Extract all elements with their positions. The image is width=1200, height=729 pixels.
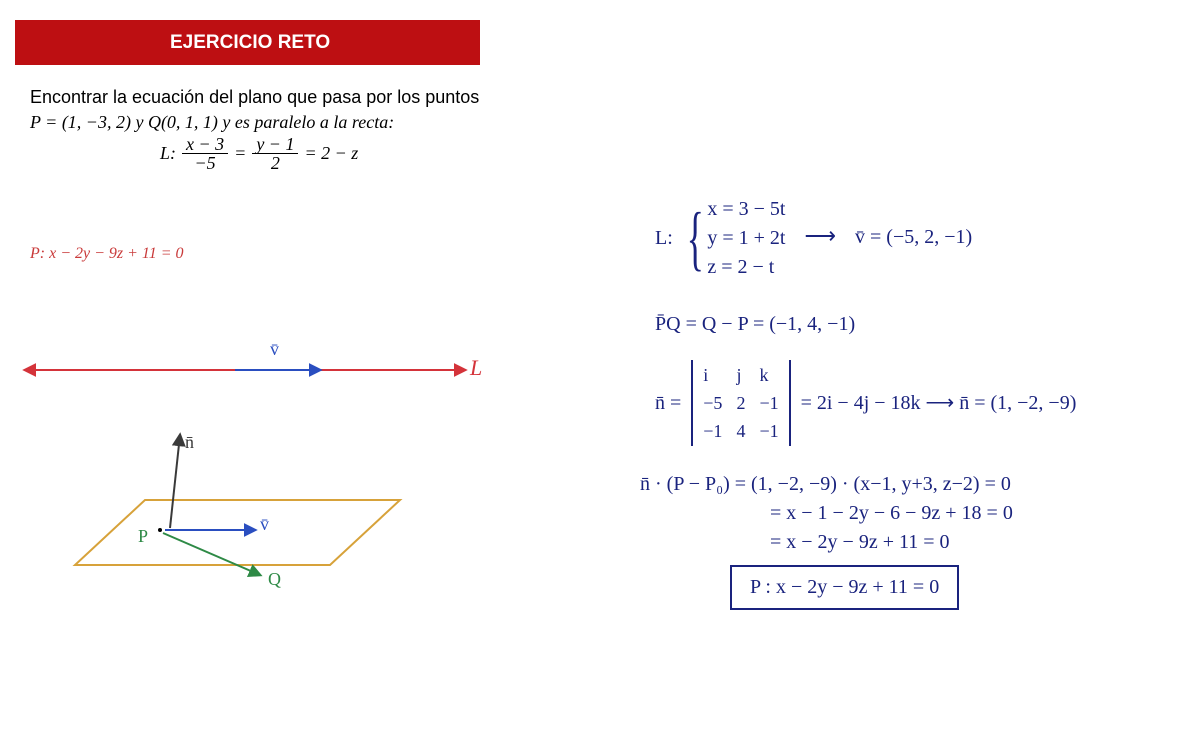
label-v-mid: v̄: [260, 514, 269, 534]
n-eq: n̄ =: [655, 389, 681, 418]
banner: EJERCICIO RETO: [15, 20, 480, 65]
label-v-top: v̄: [270, 339, 279, 359]
geometry-diagram: v̄ L P n̄ v̄ Q: [20, 330, 500, 610]
v-vector: v̄ = (−5, 2, −1): [855, 226, 972, 248]
L-label: L:: [160, 141, 176, 166]
label-Q: Q: [268, 569, 281, 589]
m-e: 4: [736, 418, 745, 444]
label-L: L: [469, 355, 482, 380]
frac1-num: x − 3: [182, 135, 228, 154]
m-c: −1: [759, 390, 778, 416]
cross-product: n̄ = i j k −5 2 −1 −1 4 −1 = 2i − 4j − 1…: [655, 360, 1076, 446]
problem-line2: P = (1, −3, 2) y Q(0, 1, 1) y es paralel…: [30, 110, 570, 135]
m-j: j: [736, 362, 745, 388]
eq-tail: = 2 − z: [304, 141, 358, 166]
problem-line1: Encontrar la ecuación del plano que pasa…: [30, 85, 570, 110]
brace-icon: {: [686, 206, 703, 271]
param-z: z = 2 − t: [707, 253, 785, 282]
frac1-den: −5: [191, 154, 220, 172]
dot-line1: n̄ · (P − P₀) = (1, −2, −9) · (x−1, y+3,…: [640, 470, 1013, 499]
answer-line: P: x − 2y − 9z + 11 = 0: [30, 245, 184, 263]
L-script: L:: [655, 224, 673, 253]
frac2-num: y − 1: [252, 135, 298, 154]
m-k: k: [759, 362, 778, 388]
dot-product-block: n̄ · (P − P₀) = (1, −2, −9) · (x−1, y+3,…: [640, 470, 1013, 610]
problem-equation: L: x − 3 −5 = y − 1 2 = 2 − z: [160, 135, 570, 172]
frac-2: y − 1 2: [252, 135, 298, 172]
param-y: y = 1 + 2t: [707, 224, 785, 253]
banner-title: EJERCICIO RETO: [170, 32, 330, 54]
frac-1: x − 3 −5: [182, 135, 228, 172]
m-a: −5: [703, 390, 722, 416]
dot-line2: = x − 1 − 2y − 6 − 9z + 18 = 0: [640, 499, 1013, 528]
problem-statement: Encontrar la ecuación del plano que pasa…: [30, 85, 570, 172]
m-i: i: [703, 362, 722, 388]
n-result: = 2i − 4j − 18k ⟶ n̄ = (1, −2, −9): [801, 389, 1077, 418]
frac2-den: 2: [267, 154, 284, 172]
m-d: −1: [703, 418, 722, 444]
param-block: L: { x = 3 − 5t y = 1 + 2t z = 2 − t ⟶ v…: [655, 195, 972, 282]
label-n: n̄: [185, 432, 194, 452]
label-P: P: [138, 526, 148, 546]
final-answer-box: P : x − 2y − 9z + 11 = 0: [730, 565, 959, 610]
dot-line3: = x − 2y − 9z + 11 = 0: [640, 528, 1013, 557]
eq-sign-1: =: [234, 141, 246, 166]
param-x: x = 3 − 5t: [707, 195, 785, 224]
arrow-icon: ⟶: [804, 223, 836, 248]
final-answer: P : x − 2y − 9z + 11 = 0: [750, 576, 939, 598]
m-f: −1: [759, 418, 778, 444]
m-b: 2: [736, 390, 745, 416]
determinant: i j k −5 2 −1 −1 4 −1: [691, 360, 790, 446]
pq-line: P̄Q = Q − P = (−1, 4, −1): [655, 310, 855, 339]
pq-text: P̄Q = Q − P = (−1, 4, −1): [655, 313, 855, 335]
